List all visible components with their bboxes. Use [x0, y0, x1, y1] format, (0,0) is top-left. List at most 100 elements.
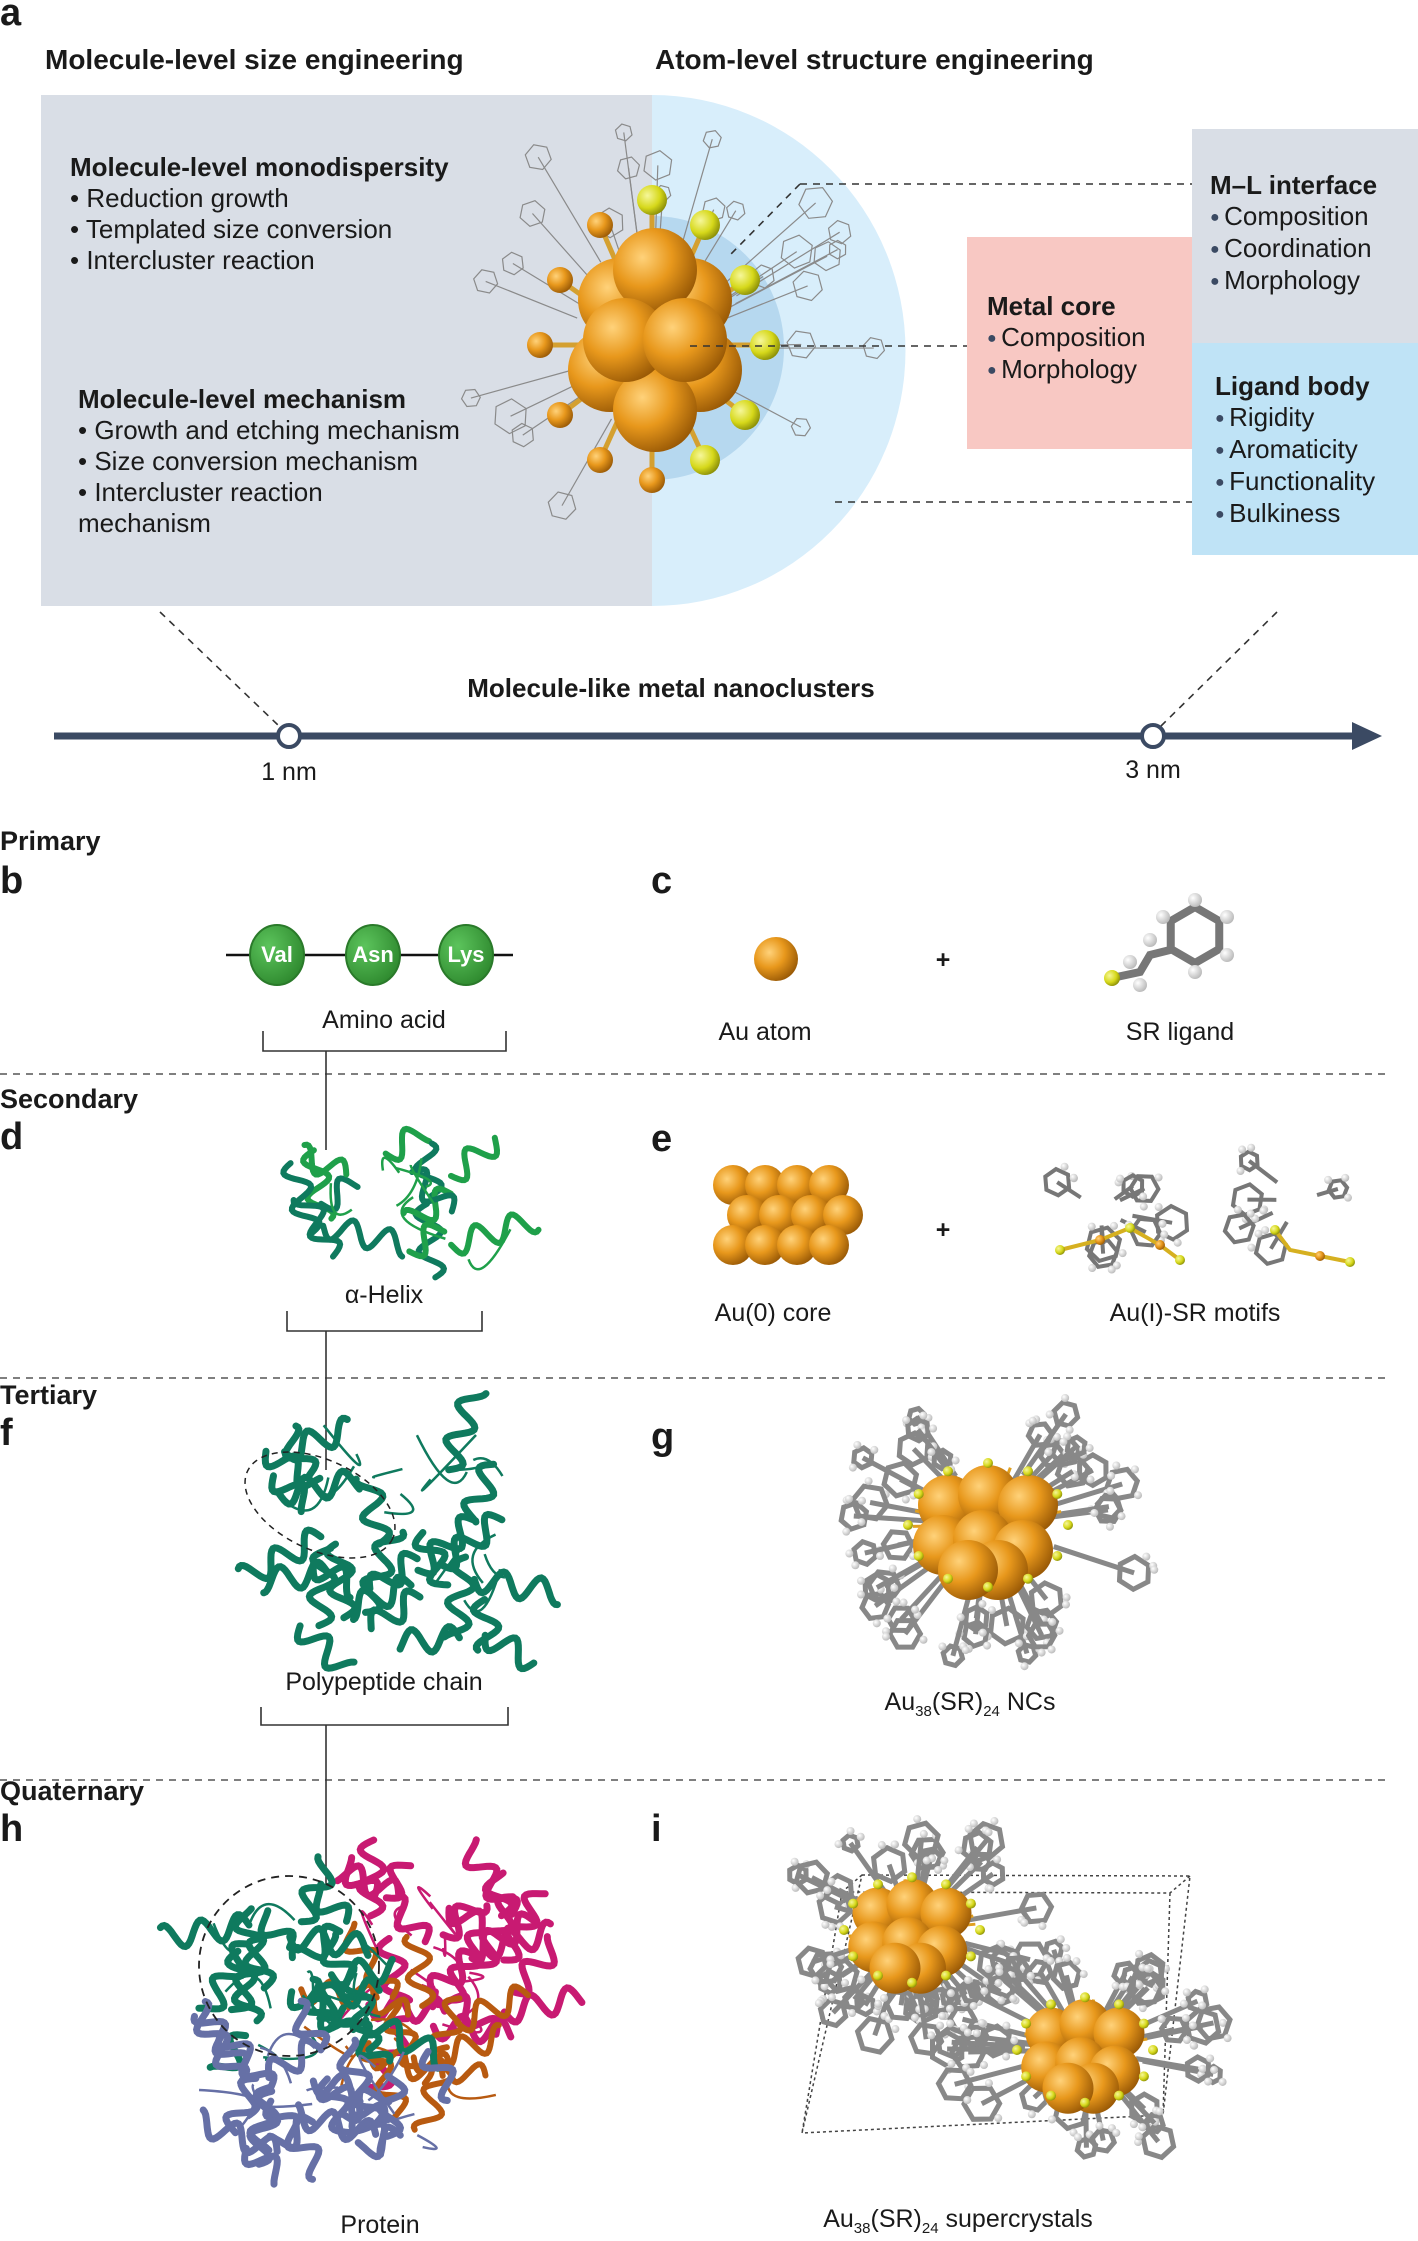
connector-lines: [159, 183, 1278, 727]
h-atom: [1157, 2014, 1166, 2023]
h-atom: [1129, 2120, 1138, 2129]
au-atom: [777, 1225, 817, 1265]
loop: [212, 1922, 241, 1954]
h-atom: [827, 1877, 836, 1886]
h-atom: [1133, 978, 1147, 992]
bullet-item: Reduction growth: [70, 183, 449, 214]
h-atom: [864, 1477, 873, 1486]
bullet-item: Aromaticity: [1215, 434, 1375, 466]
h-atom: [1156, 910, 1170, 924]
loop: [367, 2051, 405, 2102]
ligand-ring: [1185, 1988, 1210, 2014]
ligand-ring: [881, 1460, 920, 1499]
helix-segment: [280, 1160, 323, 1238]
residue-bead: [345, 924, 401, 986]
h-atom: [1086, 1475, 1095, 1484]
s-atom: [873, 1970, 883, 1981]
ligand-bond: [721, 285, 808, 321]
au-sr-motifs-model: [1043, 1143, 1355, 1274]
h-atom: [1182, 2036, 1191, 2045]
h-atom: [911, 1605, 920, 1614]
ligand-bond: [1020, 1412, 1068, 1477]
helix-segment: [312, 1880, 353, 1925]
h-atom: [1236, 1166, 1245, 1175]
bullet-item: Morphology: [987, 354, 1146, 386]
h-atom: [1056, 1935, 1065, 1944]
helix-segment: [448, 1211, 542, 1257]
h-atom: [1247, 1143, 1256, 1152]
supercrystal-label: Au38(SR)24 supercrystals: [823, 2205, 1093, 2237]
ligand-ring: [961, 2085, 1003, 2122]
h-atom: [890, 1583, 899, 1592]
helix-segment: [396, 1623, 463, 1656]
h-atom: [947, 2059, 956, 2068]
h-atom: [1073, 2133, 1082, 2142]
polypeptide-model: [234, 1390, 561, 1673]
h-atom: [1062, 1593, 1071, 1602]
helix-segment: [439, 1902, 491, 1942]
s-atom: [903, 1520, 913, 1530]
h-atom: [877, 1841, 886, 1850]
ligand-body-heading: Ligand body: [1215, 371, 1370, 401]
motifs-label: Au(I)-SR motifs: [1109, 1299, 1281, 1327]
h-atom: [972, 2029, 981, 2038]
h-atom: [964, 1824, 973, 1833]
h-atom: [1065, 1425, 1074, 1434]
h-atom: [993, 1855, 1002, 1864]
helix-segment: [448, 1134, 501, 1184]
ligand-ring: [1184, 2054, 1212, 2084]
h-atom: [919, 1411, 928, 1420]
amino-acid-chain: [226, 924, 513, 986]
s-atom: [1012, 2045, 1022, 2055]
h-atom: [1220, 948, 1234, 962]
loop: [467, 1228, 512, 1271]
au-atom: [777, 1165, 817, 1205]
h-atom: [827, 1993, 836, 2002]
au-atom: [809, 1165, 849, 1205]
ligand-ring: [1121, 1172, 1145, 1200]
bullet-item: Coordination: [1210, 233, 1377, 265]
ligand-ring: [1126, 1971, 1165, 2006]
h-atom: [841, 1978, 850, 1987]
ligand-ring: [1194, 2004, 1233, 2042]
atom: [587, 447, 613, 473]
au-atom: [791, 1195, 831, 1235]
h-atom: [1106, 1486, 1115, 1495]
h-atom: [892, 1597, 901, 1606]
core-atom: [643, 298, 727, 382]
tick-1nm: [276, 723, 302, 749]
ligand-bond: [1113, 1184, 1134, 1201]
ligand-ring: [883, 1989, 919, 2022]
loop: [249, 1902, 296, 1923]
s-atom: [848, 1898, 859, 1909]
s-atom: [1148, 2045, 1158, 2055]
mechanism-block: Molecule-level mechanism Growth and etch…: [78, 384, 460, 539]
ligand-ring: [960, 1829, 994, 1865]
h-atom: [1161, 1987, 1170, 1996]
h-atom: [827, 1922, 836, 1931]
helix-segment: [257, 1907, 297, 1951]
core-atom: [583, 298, 667, 382]
ligand-bond: [1135, 2056, 1199, 2072]
loop: [251, 2083, 257, 2095]
h-atom: [1158, 1219, 1167, 1228]
ligand-ring: [1064, 1434, 1088, 1459]
h-atom: [899, 1598, 908, 1607]
h-atom: [1088, 1264, 1097, 1273]
supercrystal-model: [787, 1815, 1233, 2161]
h-atom: [927, 2031, 936, 2040]
ligand-ring: [524, 144, 552, 171]
loop: [259, 2046, 293, 2084]
loop: [450, 1462, 484, 1472]
ligand-ring: [901, 1820, 941, 1860]
bullet-item: Size conversion mechanism: [78, 446, 460, 477]
protein-model: [156, 1836, 586, 2188]
h-atom: [821, 1920, 830, 1929]
helix-segment: [382, 1125, 433, 1163]
ligand-bond: [1056, 1180, 1082, 1200]
h-atom: [1002, 2052, 1011, 2061]
ligand-ring: [1143, 2111, 1166, 2135]
au-atom: [809, 1225, 849, 1265]
h-atom: [1020, 1662, 1029, 1671]
h-atom: [919, 1635, 928, 1644]
